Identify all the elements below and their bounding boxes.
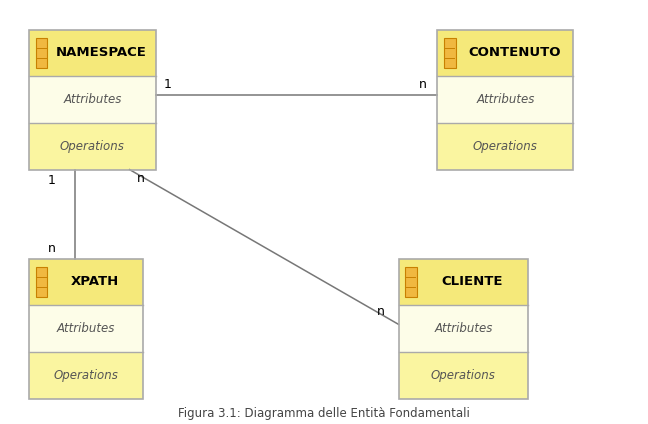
Bar xyxy=(399,259,528,399)
Bar xyxy=(29,351,143,399)
Bar xyxy=(437,30,573,76)
Bar xyxy=(36,38,47,68)
Bar xyxy=(29,259,143,305)
Bar xyxy=(29,123,156,170)
Text: NAMESPACE: NAMESPACE xyxy=(56,46,147,59)
Bar xyxy=(29,76,156,123)
Text: n: n xyxy=(419,78,427,91)
Text: Operations: Operations xyxy=(473,139,538,153)
Text: Attributes: Attributes xyxy=(476,93,535,106)
Text: Attributes: Attributes xyxy=(63,93,122,106)
Bar xyxy=(399,305,528,351)
Text: Attributes: Attributes xyxy=(56,322,115,335)
Text: 1: 1 xyxy=(163,78,171,91)
Text: Figura 3.1: Diagramma delle Entità Fondamentali: Figura 3.1: Diagramma delle Entità Fonda… xyxy=(178,407,470,420)
Bar xyxy=(444,38,456,68)
Text: n: n xyxy=(376,305,384,318)
Text: Operations: Operations xyxy=(431,368,496,382)
Bar xyxy=(437,30,573,170)
Text: n: n xyxy=(137,173,145,185)
Text: Attributes: Attributes xyxy=(434,322,492,335)
Bar xyxy=(29,259,143,399)
Bar xyxy=(36,267,47,297)
Bar xyxy=(437,123,573,170)
Bar xyxy=(405,267,417,297)
Text: CONTENUTO: CONTENUTO xyxy=(469,46,561,59)
Bar xyxy=(29,305,143,351)
Text: 1: 1 xyxy=(48,174,56,187)
Text: XPATH: XPATH xyxy=(71,275,119,288)
Text: n: n xyxy=(48,242,56,254)
Bar xyxy=(29,30,156,76)
Text: Operations: Operations xyxy=(60,139,125,153)
Bar xyxy=(29,30,156,170)
Bar xyxy=(437,76,573,123)
Bar xyxy=(399,351,528,399)
Text: Operations: Operations xyxy=(53,368,119,382)
Text: CLIENTE: CLIENTE xyxy=(442,275,503,288)
Bar xyxy=(399,259,528,305)
